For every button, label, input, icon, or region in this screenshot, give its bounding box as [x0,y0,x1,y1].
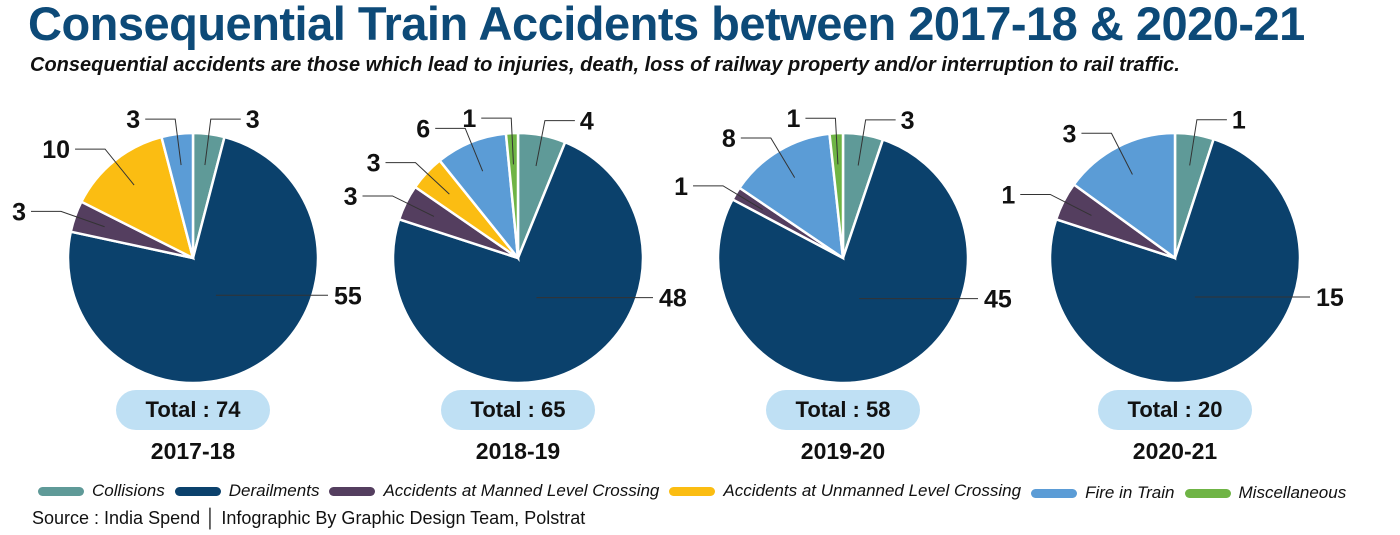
leader-line [362,195,435,217]
leader-line [435,127,484,172]
slice-derailments [1048,137,1302,385]
value-label-accidents-at-manned-level-crossing: 1 [674,173,688,201]
value-label-collisions: 3 [246,106,260,134]
total-badge: Total : 20 [1098,390,1252,430]
value-label-accidents-at-manned-level-crossing: 3 [344,183,358,211]
value-label-derailments: 48 [659,285,687,313]
legend: Collisions Derailments Accidents at Manned… [38,479,1346,503]
leader-line [1189,119,1227,166]
pie-2019-20: 3 45 1 8 1 [674,105,1012,385]
leader-line [30,210,105,228]
value-label-fire-in-train: 3 [1063,120,1077,148]
leader-line [693,185,763,211]
legend-swatch [669,486,716,496]
leader-line [75,148,135,186]
legend-item-miscellaneous: Miscellaneous [1184,483,1347,503]
legend-item-accidents-at-manned-level-crossing: Accidents at Manned Level Crossing [329,479,659,503]
slice-derailments [716,137,970,385]
total-badge: Total : 74 [116,390,270,430]
legend-label: Collisions [92,481,165,500]
value-label-collisions: 1 [1232,107,1246,135]
legend-label: Accidents at Manned Level Crossing [383,481,660,500]
chart-subtitle: Consequential accidents are those which … [30,54,1180,76]
legend-swatch [329,486,376,496]
pie-2018-19: 4 48 33 6 1 [344,105,687,385]
legend-label: Miscellaneous [1238,483,1347,502]
value-label-accidents-at-manned-level-crossing: 1 [1001,181,1015,209]
year-label: 2020-21 [1132,438,1218,464]
leader-line [857,119,896,166]
value-label-derailments: 15 [1316,284,1344,312]
value-label-accidents-at-unmanned-level-crossing: 3 [367,150,381,178]
leader-line [535,120,575,167]
legend-swatch [1031,488,1078,498]
legend-swatch [1184,488,1231,498]
leader-line [145,118,182,166]
slice-derailments [66,135,320,385]
legend-item-fire-in-train: Fire in Train [1031,483,1175,503]
value-label-miscellaneous: 1 [787,105,801,133]
legend-item-collisions: Collisions [38,479,165,503]
slice-derailments [391,140,645,385]
legend-item-accidents-at-unmanned-level-crossing: Accidents at Unmanned Level Crossing [669,479,1021,503]
legend-label: Accidents at Unmanned Level Crossing [723,481,1022,500]
value-label-accidents-at-manned-level-crossing: 3 [12,198,26,226]
total-badge: Total : 58 [766,390,920,430]
year-label: 2019-20 [800,438,886,464]
value-label-derailments: 55 [334,282,362,310]
legend-swatch [174,486,221,496]
pie-2017-18: 3 55 3 10 3 [12,106,362,385]
leader-line [740,137,796,178]
value-label-accidents-at-unmanned-level-crossing: 10 [42,136,70,164]
legend-label: Derailments [228,481,320,500]
value-label-collisions: 4 [580,108,594,136]
value-label-collisions: 3 [901,107,915,135]
year-label: 2017-18 [150,438,236,464]
value-label-miscellaneous: 1 [462,105,476,133]
value-label-fire-in-train: 8 [722,125,736,153]
leader-line [481,117,514,165]
legend-swatch [38,486,84,496]
chart-title: Consequential Train Accidents between 20… [28,0,1305,50]
leader-line [204,118,241,166]
source-credit: Source : India Spend │ Infographic By Gr… [32,508,586,528]
total-badge: Total : 65 [441,390,595,430]
legend-item-derailments: Derailments [174,479,320,503]
year-label: 2018-19 [475,438,561,464]
legend-label: Fire in Train [1085,483,1175,502]
leader-line [385,162,450,195]
value-label-fire-in-train: 3 [126,106,140,134]
value-label-fire-in-train: 6 [416,115,430,143]
leader-line [805,117,839,165]
leader-line [1020,193,1092,216]
value-label-derailments: 45 [984,286,1012,314]
pie-2020-21: 1 15 1 3 [1001,107,1344,385]
leader-line [1081,132,1133,175]
